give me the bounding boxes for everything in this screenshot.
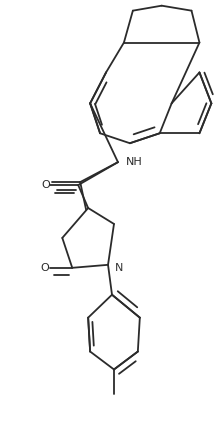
Text: O: O	[41, 180, 50, 190]
Text: O: O	[40, 263, 49, 273]
Text: NH: NH	[126, 157, 143, 167]
Text: N: N	[115, 263, 123, 273]
